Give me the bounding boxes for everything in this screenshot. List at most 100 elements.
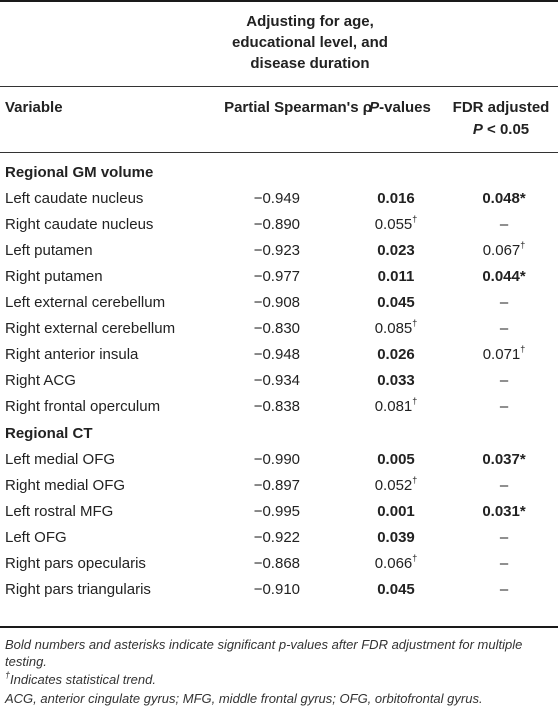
row-pvalue: 0.005 (362, 451, 430, 469)
col-header-variable: Variable (5, 99, 63, 116)
row-fdr-value: – (499, 294, 509, 312)
row-variable: Left rostral MFG (5, 502, 114, 520)
row-rho: −0.990 (253, 450, 300, 468)
row-fdr-value: 0.044* (482, 268, 526, 286)
row-variable: Left caudate nucleus (5, 190, 144, 208)
dagger-mark: † (412, 214, 418, 225)
body-divider (0, 152, 558, 153)
row-variable: Right putamen (5, 268, 103, 286)
row-pvalue-value: 0.005 (377, 450, 415, 468)
row-pvalue: 0.026 (362, 346, 430, 364)
row-fdr-value: – (499, 476, 509, 494)
row-fdr-value: 0.031* (482, 502, 526, 520)
footnote-dagger-symbol: † (5, 669, 11, 680)
row-fdr-value: 0.067 (482, 242, 521, 260)
row-fdr: – (454, 581, 554, 599)
row-fdr-value: – (499, 216, 509, 234)
col-header-fdr-rest: < 0.05 (482, 121, 530, 138)
dagger-mark: † (412, 318, 418, 329)
row-pvalue: 0.039 (362, 529, 430, 547)
row-fdr: 0.067† (454, 240, 554, 260)
row-pvalue-value: 0.033 (377, 372, 415, 390)
row-pvalue: 0.066† (362, 552, 430, 573)
row-pvalue: 0.085† (362, 318, 430, 338)
section-title: Regional GM volume (5, 164, 154, 181)
row-variable: Right caudate nucleus (5, 216, 154, 234)
row-pvalue-value: 0.052 (374, 476, 413, 494)
row-rho: −0.948 (253, 346, 300, 364)
row-fdr-value: – (499, 320, 509, 338)
row-fdr-value: 0.071 (482, 346, 521, 364)
row-pvalue-value: 0.023 (377, 242, 415, 260)
row-pvalue: 0.016 (362, 190, 430, 208)
row-pvalue: 0.052† (362, 475, 430, 495)
row-variable: Right pars triangularis (5, 580, 151, 598)
row-pvalue: 0.023 (362, 242, 430, 260)
row-fdr-value: – (499, 580, 509, 598)
group-header-line2: educational level, and (232, 34, 388, 51)
row-fdr: 0.037* (454, 451, 554, 469)
col-header-p-rest: -values (379, 99, 431, 116)
row-fdr-value: – (499, 554, 509, 572)
row-pvalue: 0.081† (362, 396, 430, 416)
dagger-mark: † (412, 396, 418, 407)
bottom-rule (0, 626, 558, 628)
section-title: Regional CT (5, 424, 93, 442)
footnote-bold: Bold numbers and asterisks indicate sign… (5, 637, 523, 669)
row-fdr: 0.031* (454, 503, 554, 521)
col-header-fdr-line1: FDR adjusted (452, 99, 550, 116)
row-fdr: – (454, 320, 554, 338)
row-pvalue-value: 0.011 (377, 268, 415, 286)
col-header-fdr-p-italic: P (472, 121, 483, 138)
row-variable: Right external cerebellum (5, 320, 176, 338)
row-fdr-value: 0.037* (482, 450, 526, 468)
row-rho: −0.897 (253, 476, 300, 494)
row-fdr: 0.048* (454, 190, 554, 208)
row-fdr-value: – (499, 398, 509, 416)
row-pvalue: 0.055† (362, 214, 430, 234)
row-fdr: – (454, 555, 554, 573)
row-variable: Right medial OFG (5, 476, 126, 494)
row-variable: Right frontal operculum (5, 398, 161, 416)
col-header-p-italic: P (369, 99, 380, 116)
dagger-mark: † (520, 240, 526, 251)
row-pvalue-value: 0.055 (374, 216, 413, 234)
row-pvalue: 0.001 (362, 503, 430, 521)
row-pvalue: 0.045 (362, 581, 430, 599)
row-pvalue: 0.011 (362, 268, 430, 286)
footnote-dagger-text: Indicates statistical trend. (10, 672, 156, 687)
footnote-dagger: †Indicates statistical trend. (5, 669, 553, 688)
row-variable: Right anterior insula (5, 346, 139, 364)
row-fdr: 0.044* (454, 268, 554, 286)
row-rho: −0.868 (253, 554, 300, 572)
row-pvalue-value: 0.066 (374, 554, 413, 572)
row-rho: −0.830 (253, 320, 300, 338)
row-pvalue-value: 0.045 (377, 580, 415, 598)
row-pvalue-value: 0.081 (374, 398, 413, 416)
col-header-pvalues: P-values (362, 99, 438, 117)
row-pvalue-value: 0.001 (377, 502, 415, 520)
row-rho: −0.908 (253, 294, 300, 312)
row-rho: −0.995 (253, 502, 300, 520)
row-fdr: – (454, 294, 554, 312)
row-variable: Left OFG (5, 528, 67, 546)
header-divider (0, 86, 558, 87)
row-rho: −0.890 (253, 216, 300, 234)
footnote-abbrev: ACG, anterior cingulate gyrus; MFG, midd… (5, 691, 483, 706)
row-rho: −0.838 (253, 398, 300, 416)
row-fdr-value: 0.048* (482, 190, 526, 208)
row-fdr: – (454, 372, 554, 390)
row-variable: Left medial OFG (5, 450, 116, 468)
row-rho: −0.922 (253, 528, 300, 546)
dagger-mark: † (412, 552, 418, 563)
row-pvalue-value: 0.039 (377, 528, 415, 546)
row-pvalue-value: 0.045 (377, 294, 415, 312)
row-pvalue-value: 0.016 (377, 190, 415, 208)
row-fdr: – (454, 477, 554, 495)
row-rho: −0.923 (253, 242, 300, 260)
group-header-line3: disease duration (250, 55, 370, 72)
row-fdr-value: – (499, 528, 509, 546)
top-rule (0, 0, 558, 2)
row-fdr: – (454, 216, 554, 234)
